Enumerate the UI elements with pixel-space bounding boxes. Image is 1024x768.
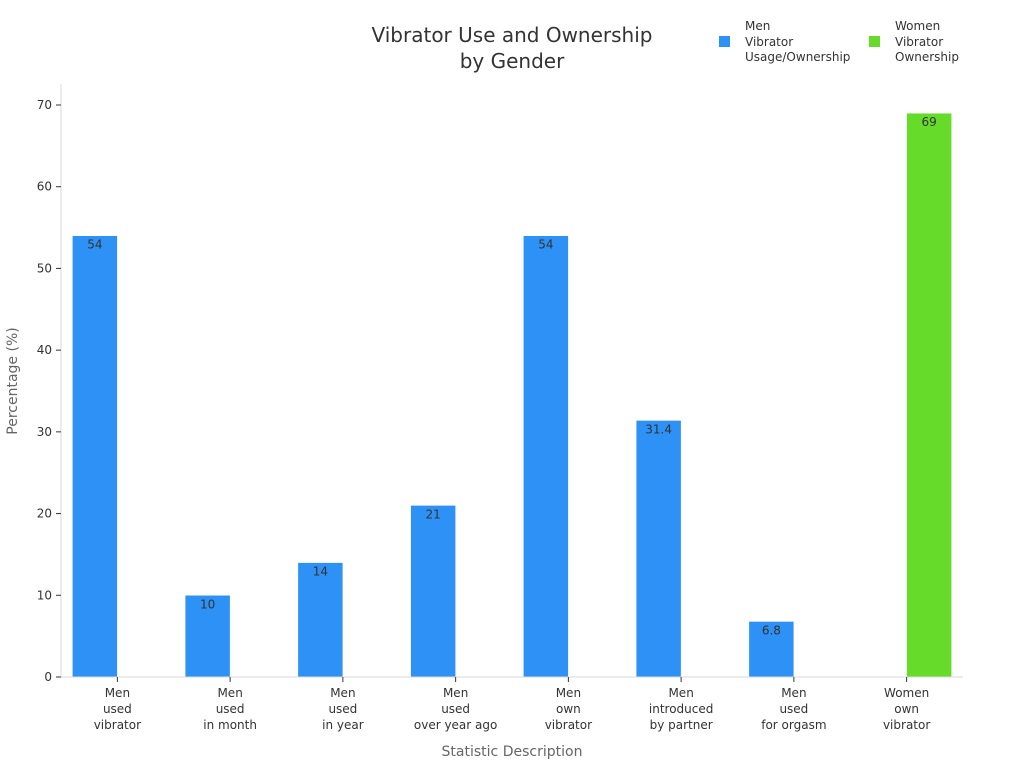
x-tick-label-line: own	[556, 702, 581, 716]
bar-value-label: 54	[87, 238, 102, 252]
x-tick-label-line: used	[103, 702, 132, 716]
x-tick-label: Men used vibrator	[94, 686, 141, 732]
bar	[523, 235, 569, 678]
y-tick-label: 60	[37, 180, 52, 194]
x-ticks-group: Men used vibrator Men used in month Men used in …	[94, 677, 930, 732]
x-tick-label-line: used	[216, 702, 245, 716]
axes-group	[60, 84, 963, 678]
x-tick-label-line: over year ago	[414, 718, 497, 732]
bar-value-label: 69	[921, 115, 936, 129]
x-tick-label-line: Men	[556, 686, 581, 700]
y-axis-label: Percentage (%)	[5, 327, 21, 434]
y-tick-label: 20	[37, 507, 52, 521]
x-tick-label-line: used	[328, 702, 357, 716]
x-tick-label-line: used	[779, 702, 808, 716]
x-tick-label: Men used in year	[322, 686, 364, 732]
legend-swatch-men	[719, 36, 730, 47]
y-tick-label: 50	[37, 261, 52, 275]
x-tick-label-line: Men	[668, 686, 693, 700]
bar-value-label: 6.8	[762, 623, 781, 637]
x-tick-label-line: Men	[330, 686, 355, 700]
x-tick-label: Men used for orgasm	[761, 686, 826, 732]
bar-value-label: 21	[425, 507, 440, 521]
x-tick-label-line: in year	[322, 718, 364, 732]
bar-value-label: 31.4	[645, 422, 672, 436]
legend-label-women: Women Vibrator Ownership	[895, 19, 959, 64]
bar-value-label: 14	[313, 565, 328, 579]
y-tick-label: 40	[37, 343, 52, 357]
bar	[72, 235, 118, 678]
x-tick-label: Men own vibrator	[545, 686, 592, 732]
bars-group	[72, 112, 952, 678]
y-tick-label: 70	[37, 98, 52, 112]
legend-swatch-women	[869, 36, 880, 47]
bar	[410, 505, 456, 678]
bar	[906, 112, 952, 678]
bar-labels-group: 54 10 14 21 54 31.4 6.8 69	[87, 115, 937, 637]
x-tick-label-line: by partner	[650, 718, 713, 732]
legend-label-men: Men Vibrator Usage/Ownership	[745, 19, 851, 64]
x-tick-label-line: in month	[203, 718, 257, 732]
x-tick-label-line: Men	[443, 686, 468, 700]
x-tick-label-line: Men	[781, 686, 806, 700]
bar-value-label: 10	[200, 597, 215, 611]
x-tick-label: Men used in month	[203, 686, 257, 732]
chart-title-line-2: by Gender	[459, 49, 565, 73]
y-tick-label: 10	[37, 588, 52, 602]
x-tick-label-line: Men	[217, 686, 242, 700]
x-tick-label: Men introduced by partner	[649, 686, 713, 732]
chart-title: Vibrator Use and Ownership by Gender	[312, 22, 712, 74]
chart-title-line-1: Vibrator Use and Ownership	[371, 23, 653, 47]
y-tick-label: 0	[44, 670, 52, 684]
x-tick-label-line: own	[894, 702, 919, 716]
x-tick-label-line: vibrator	[94, 718, 141, 732]
x-tick-label-line: Men	[105, 686, 130, 700]
y-tick-label: 30	[37, 425, 52, 439]
bar-value-label: 54	[538, 238, 553, 252]
x-tick-label-line: introduced	[649, 702, 713, 716]
bar	[748, 621, 795, 678]
bar	[635, 420, 682, 678]
x-tick-label: Men used over year ago	[414, 686, 497, 732]
x-tick-label-line: vibrator	[883, 718, 930, 732]
x-tick-label-line: for orgasm	[761, 718, 826, 732]
x-tick-label: Women own vibrator	[883, 686, 930, 732]
y-ticks-group: 0 10 20 30 40 50 60 70	[37, 98, 61, 684]
bar	[184, 595, 231, 678]
x-tick-label-line: used	[441, 702, 470, 716]
bar	[297, 562, 344, 678]
x-axis-label: Statistic Description	[442, 744, 583, 760]
x-tick-label-line: Women	[884, 686, 929, 700]
x-tick-label-line: vibrator	[545, 718, 592, 732]
